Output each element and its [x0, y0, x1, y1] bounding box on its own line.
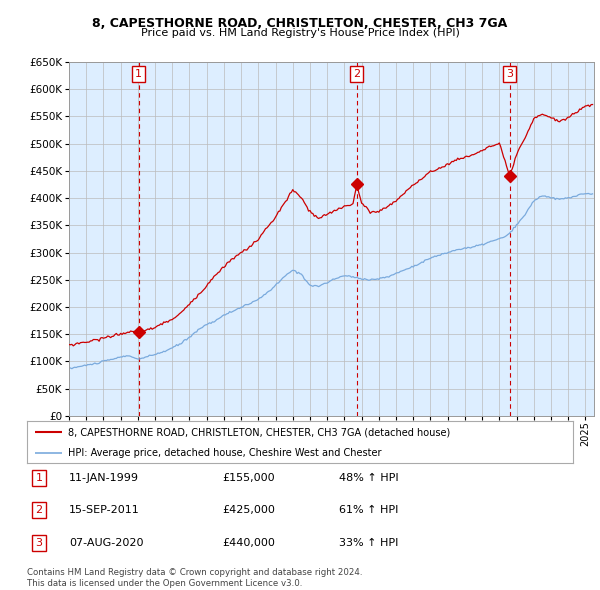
- Text: 48% ↑ HPI: 48% ↑ HPI: [339, 473, 398, 483]
- Text: £425,000: £425,000: [222, 506, 275, 515]
- Text: 3: 3: [506, 69, 513, 79]
- Text: 8, CAPESTHORNE ROAD, CHRISTLETON, CHESTER, CH3 7GA: 8, CAPESTHORNE ROAD, CHRISTLETON, CHESTE…: [92, 17, 508, 30]
- Text: 07-AUG-2020: 07-AUG-2020: [69, 538, 143, 548]
- Text: 33% ↑ HPI: 33% ↑ HPI: [339, 538, 398, 548]
- Text: 3: 3: [35, 538, 43, 548]
- Text: HPI: Average price, detached house, Cheshire West and Chester: HPI: Average price, detached house, Ches…: [68, 448, 382, 457]
- Text: 15-SEP-2011: 15-SEP-2011: [69, 506, 140, 515]
- Text: 2: 2: [35, 506, 43, 515]
- Text: £440,000: £440,000: [222, 538, 275, 548]
- Text: 61% ↑ HPI: 61% ↑ HPI: [339, 506, 398, 515]
- Text: This data is licensed under the Open Government Licence v3.0.: This data is licensed under the Open Gov…: [27, 579, 302, 588]
- Text: 1: 1: [35, 473, 43, 483]
- Text: Contains HM Land Registry data © Crown copyright and database right 2024.: Contains HM Land Registry data © Crown c…: [27, 568, 362, 577]
- Text: 11-JAN-1999: 11-JAN-1999: [69, 473, 139, 483]
- Text: £155,000: £155,000: [222, 473, 275, 483]
- Text: 8, CAPESTHORNE ROAD, CHRISTLETON, CHESTER, CH3 7GA (detached house): 8, CAPESTHORNE ROAD, CHRISTLETON, CHESTE…: [68, 427, 450, 437]
- Text: 1: 1: [135, 69, 142, 79]
- Text: Price paid vs. HM Land Registry's House Price Index (HPI): Price paid vs. HM Land Registry's House …: [140, 28, 460, 38]
- Text: 2: 2: [353, 69, 360, 79]
